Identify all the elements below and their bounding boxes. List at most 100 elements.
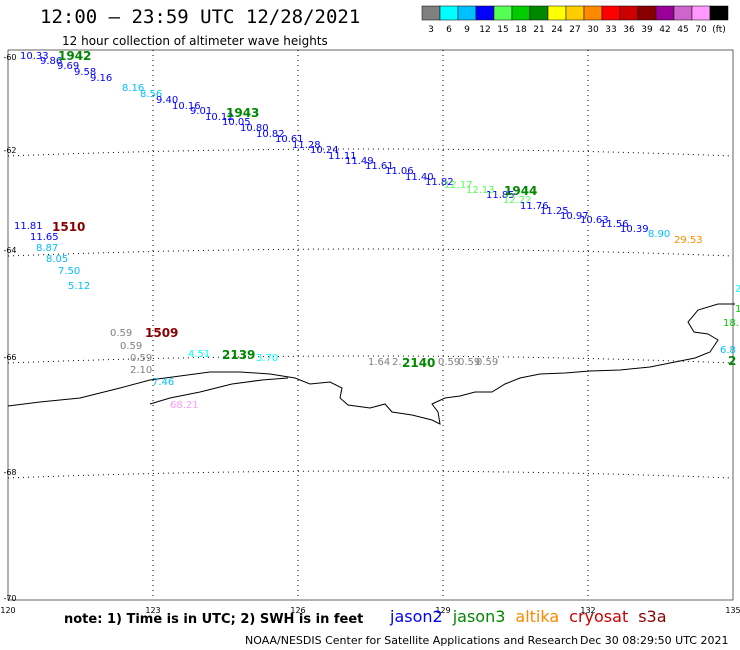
wave-height-value: 12.13: [466, 185, 495, 196]
wave-height-value: 11.40: [405, 172, 434, 183]
wave-height-value: 0.59: [120, 341, 142, 352]
footnote: note: 1) Time is in UTC; 2) SWH is in fe…: [64, 612, 364, 627]
orbit-pass-label: 2140: [402, 356, 435, 370]
wave-height-value: 9.40: [156, 95, 178, 106]
wave-height-value: 8.90: [648, 229, 670, 240]
legend-item-altika: altika: [515, 607, 560, 626]
colorbar-label: 9: [464, 25, 470, 35]
map-frame: [7, 49, 734, 601]
colorbar-label: 33: [605, 25, 616, 35]
wave-height-value: 11.61: [365, 161, 394, 172]
wave-height-value: 1: [735, 304, 740, 315]
colorbar-label: 45: [677, 25, 688, 35]
antarctica-coastline: [7, 303, 735, 425]
wave-height-value: 1.64: [368, 357, 390, 368]
colorbar-label: 3: [428, 25, 434, 35]
wave-height-value: 0.59: [458, 357, 480, 368]
colorbar-label: 30: [587, 25, 599, 35]
latitude-label: -60: [3, 53, 16, 62]
longitude-label: 120: [0, 606, 15, 615]
wave-height-value: 11.56: [600, 219, 629, 230]
legend-item-jason3: jason3: [452, 607, 506, 626]
wave-height-value: 0.59: [110, 328, 132, 339]
wave-height-value: 7.50: [58, 266, 80, 277]
colorbar-label: 21: [533, 25, 544, 35]
wave-height-value: 10.24: [310, 145, 339, 156]
wave-height-value: 5.12: [68, 281, 90, 292]
colorbar-label: 70: [695, 25, 707, 35]
wave-height-value: 11.85: [486, 190, 515, 201]
page-subtitle: 12 hour collection of altimeter wave hei…: [62, 34, 328, 48]
wave-height-value: 8.87: [36, 243, 58, 254]
colorbar-label: 18: [515, 25, 527, 35]
orbit-pass-label: 1944: [504, 184, 537, 198]
colorbar-label: 15: [497, 25, 508, 35]
wave-height-value: 10.63: [580, 215, 609, 226]
colorbar-label: 24: [551, 25, 563, 35]
wave-height-value: 10.97: [560, 211, 589, 222]
wave-height-value: 9.86: [40, 56, 62, 67]
wave-height-value: 11.65: [30, 232, 59, 243]
latitude-gridline: [7, 470, 734, 479]
colorbar-label: 12: [479, 25, 490, 35]
wave-height-value: 11.11: [328, 151, 357, 162]
wave-height-value: 10.33: [20, 51, 49, 62]
legend-item-jason2: jason2: [390, 607, 443, 626]
colorbar-swatch: [709, 5, 729, 21]
wave-height-value: 10.80: [240, 123, 269, 134]
wave-height-value: 10.39: [620, 224, 649, 235]
wave-height-value: 10.16: [172, 101, 201, 112]
legend-item-s3a: s3a: [638, 607, 667, 626]
legend-item-cryosat: cryosat: [569, 607, 629, 626]
coastline-inlet: [149, 377, 289, 405]
wave-height-value: 0.59: [476, 357, 498, 368]
wave-height-value: 11.81: [14, 221, 43, 232]
longitude-label: 129: [435, 606, 450, 615]
wave-height-value: 29.53: [674, 235, 703, 246]
wave-height-value: 11.49: [345, 156, 374, 167]
wave-height-value: 2.10: [130, 365, 152, 376]
latitude-gridline: [7, 248, 734, 257]
page-title: 12:00 – 23:59 UTC 12/28/2021: [40, 6, 361, 28]
wave-height-value: 8.56: [140, 89, 162, 100]
colorbar-label: 27: [569, 25, 580, 35]
colorbar-label: 36: [623, 25, 635, 35]
credit-organization: NOAA/NESDIS Center for Satellite Applica…: [245, 634, 579, 647]
wave-height-value: 9.16: [90, 73, 112, 84]
wave-height-value: 9.69: [57, 61, 79, 72]
latitude-label: -70: [3, 594, 16, 603]
wave-height-value: 9.58: [74, 67, 96, 78]
latitude-label: -64: [3, 246, 16, 255]
wave-height-value: 0.59: [130, 353, 152, 364]
wave-height-value: 11.06: [385, 166, 414, 177]
orbit-pass-label: 2: [728, 354, 736, 368]
wave-height-value: 12.22: [503, 195, 532, 206]
wave-height-value: 18.: [723, 318, 739, 329]
wave-height-value: 10.05: [222, 117, 251, 128]
wave-height-value: 8.05: [46, 254, 68, 265]
longitude-label: 123: [145, 606, 160, 615]
wave-height-value: 2.: [392, 357, 402, 368]
satellite-legend: jason2 jason3 altika cryosat s3a: [390, 607, 677, 626]
colorbar-label: (ft): [712, 25, 726, 35]
wave-height-value: 0.59: [438, 357, 460, 368]
colorbar-label: 39: [641, 25, 653, 35]
wave-height-value: 11.25: [540, 206, 569, 217]
wave-height-value: 10.82: [256, 129, 285, 140]
wave-height-value: 11.82: [425, 177, 454, 188]
wave-height-value: 7.46: [152, 377, 174, 388]
wave-height-value: 11.76: [520, 201, 549, 212]
latitude-label: -62: [3, 146, 16, 155]
wave-height-value: 8.16: [122, 83, 144, 94]
longitude-label: 132: [580, 606, 595, 615]
credit-timestamp: Dec 30 08:29:50 UTC 2021: [580, 634, 729, 647]
color-scale-legend: 3 6 9 12 15 18 21 24 27 30 33 36 39 42 45 70 (ft): [421, 5, 729, 35]
wave-height-value: 11.28: [292, 140, 321, 151]
wave-height-value: 2: [735, 284, 740, 295]
wave-height-value: 68.21: [170, 400, 199, 411]
wave-height-value: 10.12: [205, 112, 234, 123]
orbit-pass-label: 2139: [222, 348, 255, 362]
orbit-pass-label: 1510: [52, 220, 85, 234]
